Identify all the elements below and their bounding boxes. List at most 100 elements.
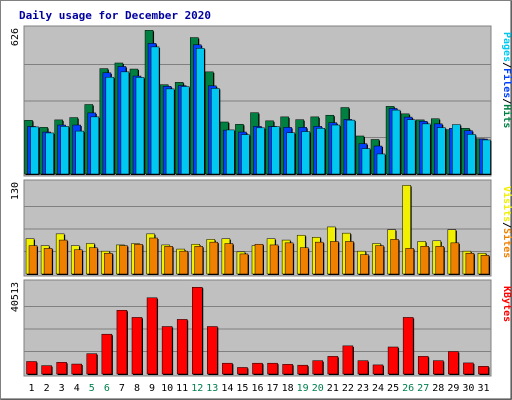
x-tick-label: 28: [432, 383, 444, 394]
series-pages: [30, 46, 492, 175]
legend-visits: Visits: [501, 186, 512, 222]
legend-separator: /: [501, 62, 512, 68]
x-tick-label: 29: [447, 383, 459, 394]
bar-kbytes-day-24: [372, 364, 384, 375]
bar-sites-day-8: [134, 243, 143, 275]
bar-kbytes-day-6: [101, 333, 113, 375]
bar-sites-day-27: [420, 246, 429, 275]
x-tick-label: 13: [206, 383, 218, 394]
y-max-label: 130: [10, 182, 21, 200]
x-tick-label: 2: [44, 383, 50, 394]
bar-pages-day-4: [75, 130, 84, 175]
bar-sites-day-23: [360, 254, 369, 275]
x-tick-label: 24: [372, 383, 384, 394]
x-tick-label: 9: [149, 383, 155, 394]
legend-separator: /: [501, 222, 512, 228]
bar-sites-day-24: [375, 245, 384, 275]
bar-kbytes-day-12: [191, 287, 203, 375]
x-tick-label: 19: [297, 383, 309, 394]
y-max-label: 626: [10, 28, 21, 46]
bar-kbytes-day-29: [448, 351, 459, 375]
bar-kbytes-day-28: [433, 360, 444, 375]
bar-pages-day-30: [467, 134, 476, 175]
bar-kbytes-day-2: [41, 365, 52, 375]
bar-sites-day-15: [239, 253, 249, 275]
bar-sites-day-26: [405, 248, 414, 275]
bar-pages-day-25: [391, 109, 401, 175]
x-tick-label: 16: [251, 383, 263, 394]
bar-kbytes-day-5: [86, 353, 98, 375]
x-tick-label: 27: [417, 383, 429, 394]
bar-sites-day-16: [254, 243, 264, 275]
bar-kbytes-day-10: [161, 326, 173, 375]
bar-sites-day-4: [73, 249, 83, 275]
x-tick-label: 4: [74, 383, 80, 394]
x-tick-label: 8: [134, 383, 140, 394]
bar-pages-day-20: [316, 128, 326, 175]
bar-sites-day-7: [119, 245, 128, 275]
bar-pages-day-31: [482, 139, 491, 175]
bar-pages-day-12: [195, 48, 205, 175]
panel-kbytes: 40513 KBytes: [10, 279, 512, 377]
x-tick-label: 31: [477, 383, 489, 394]
bar-kbytes-day-14: [222, 362, 233, 375]
bar-pages-day-29: [452, 124, 461, 175]
bar-sites-day-12: [194, 246, 203, 275]
x-tick-label: 18: [282, 383, 294, 394]
bar-pages-day-23: [361, 148, 371, 175]
bar-sites-day-21: [330, 241, 339, 275]
bar-kbytes-day-22: [342, 345, 354, 375]
bar-pages-day-18: [286, 132, 295, 175]
x-tick-label: 23: [357, 383, 369, 394]
bar-kbytes-day-1: [26, 361, 37, 375]
bar-pages-day-14: [226, 129, 235, 175]
bar-pages-day-27: [421, 123, 431, 175]
bar-kbytes-day-3: [56, 362, 67, 375]
panel-pages-files-hits: 626 Pages/Files/Hits: [10, 25, 512, 177]
bar-pages-day-26: [406, 119, 416, 175]
bar-sites-day-28: [435, 246, 445, 275]
bar-kbytes-day-23: [357, 360, 369, 375]
bar-kbytes-day-21: [327, 356, 339, 375]
bar-pages-day-21: [331, 124, 341, 175]
bar-sites-day-13: [209, 241, 219, 275]
bar-sites-day-18: [284, 242, 294, 275]
bar-pages-day-11: [180, 86, 190, 175]
bar-sites-day-9: [149, 237, 158, 275]
x-tick-label: 15: [236, 383, 248, 394]
bar-sites-day-5: [89, 247, 98, 275]
bar-pages-day-1: [30, 126, 39, 175]
bar-kbytes-day-11: [176, 319, 188, 375]
legend: Pages/Files/Hits: [501, 32, 512, 128]
bar-kbytes-day-17: [267, 362, 278, 375]
bar-pages-day-28: [437, 127, 446, 175]
x-tick-label: 10: [161, 383, 173, 394]
legend-pages: Pages: [501, 32, 512, 62]
bar-kbytes-day-27: [417, 356, 429, 375]
x-tick-label: 26: [402, 383, 414, 394]
bar-kbytes-day-15: [237, 367, 248, 375]
bar-sites-day-10: [164, 246, 173, 275]
legend: KBytes: [501, 286, 512, 322]
legend: Visits/Sites: [501, 186, 512, 258]
bar-kbytes-day-9: [146, 297, 158, 375]
x-tick-label: 14: [221, 383, 233, 394]
legend-kbytes: KBytes: [501, 286, 512, 322]
bar-pages-day-3: [60, 126, 69, 175]
bar-kbytes-day-31: [478, 366, 489, 375]
bar-kbytes-day-20: [312, 360, 324, 375]
bar-kbytes-day-13: [207, 326, 218, 375]
bar-sites-day-30: [465, 252, 475, 275]
legend-files: Files: [501, 68, 512, 98]
bar-pages-day-7: [120, 71, 130, 175]
panel-visits-sites: 130 Visits/Sites: [10, 179, 512, 277]
x-tick-label: 17: [267, 383, 279, 394]
bar-kbytes-day-8: [131, 317, 143, 375]
bar-sites-day-17: [269, 244, 279, 275]
bar-sites-day-14: [224, 243, 234, 275]
chart-panels: 626 Pages/Files/Hits 130 Visits/Sites 40513 K…: [10, 25, 512, 377]
series-sites: [28, 237, 490, 275]
legend-separator: /: [501, 98, 512, 104]
